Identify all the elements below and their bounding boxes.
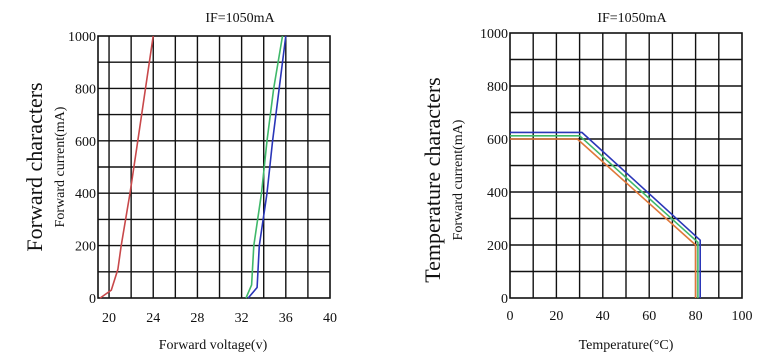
chart-subtitle: IF=1050mA bbox=[597, 11, 667, 26]
y-tick-label: 400 bbox=[487, 186, 508, 201]
y-tick-label: 200 bbox=[487, 239, 508, 254]
y-tick-label: 600 bbox=[487, 133, 508, 148]
x-tick-label: 20 bbox=[102, 311, 116, 326]
x-tick-label: 80 bbox=[689, 309, 703, 324]
y-axis-label: Forward current(mA) bbox=[451, 119, 466, 240]
plot-frame bbox=[97, 35, 331, 299]
x-tick-label: 0 bbox=[507, 309, 514, 324]
y-tick-label: 0 bbox=[501, 292, 508, 307]
series-line-2 bbox=[245, 35, 284, 299]
chart-title: Forward characters bbox=[22, 82, 47, 251]
x-tick-label: 20 bbox=[549, 309, 563, 324]
x-axis-label: Temperature(°C) bbox=[579, 338, 674, 353]
chart-subtitle: IF=1050mA bbox=[205, 11, 275, 26]
y-tick-label: 0 bbox=[89, 292, 96, 307]
x-tick-label: 60 bbox=[642, 309, 656, 324]
x-tick-label: 32 bbox=[235, 311, 249, 326]
chart-title: Temperature characters bbox=[420, 77, 445, 283]
x-tick-label: 40 bbox=[596, 309, 610, 324]
series-line-3 bbox=[247, 35, 287, 299]
x-tick-label: 28 bbox=[190, 311, 204, 326]
y-axis-label: Forward current(mA) bbox=[53, 106, 68, 227]
chart-2: 0 20 40 60 80 10002004006008001000IF=1050mATe… bbox=[420, 11, 753, 353]
y-tick-label: 400 bbox=[75, 187, 96, 202]
y-tick-label: 800 bbox=[75, 82, 96, 97]
y-tick-label: 1000 bbox=[68, 30, 96, 45]
y-tick-label: 600 bbox=[75, 135, 96, 150]
chart-1: 20 24 28 32 36 4002004006008001000IF=1050mAFo… bbox=[22, 11, 337, 353]
x-axis-label: Forward voltage(v) bbox=[159, 338, 268, 353]
series-line-3 bbox=[510, 131, 701, 298]
x-tick-label: 100 bbox=[732, 309, 753, 324]
x-tick-label: 24 bbox=[146, 311, 160, 326]
y-tick-label: 200 bbox=[75, 240, 96, 255]
series-line-1 bbox=[99, 35, 154, 299]
plot-frame bbox=[509, 32, 743, 299]
series-line-2 bbox=[510, 135, 699, 298]
x-tick-label: 40 bbox=[323, 311, 337, 326]
series-line-1 bbox=[510, 138, 697, 298]
y-tick-label: 1000 bbox=[480, 27, 508, 42]
x-tick-label: 36 bbox=[279, 311, 293, 326]
y-tick-label: 800 bbox=[487, 80, 508, 95]
